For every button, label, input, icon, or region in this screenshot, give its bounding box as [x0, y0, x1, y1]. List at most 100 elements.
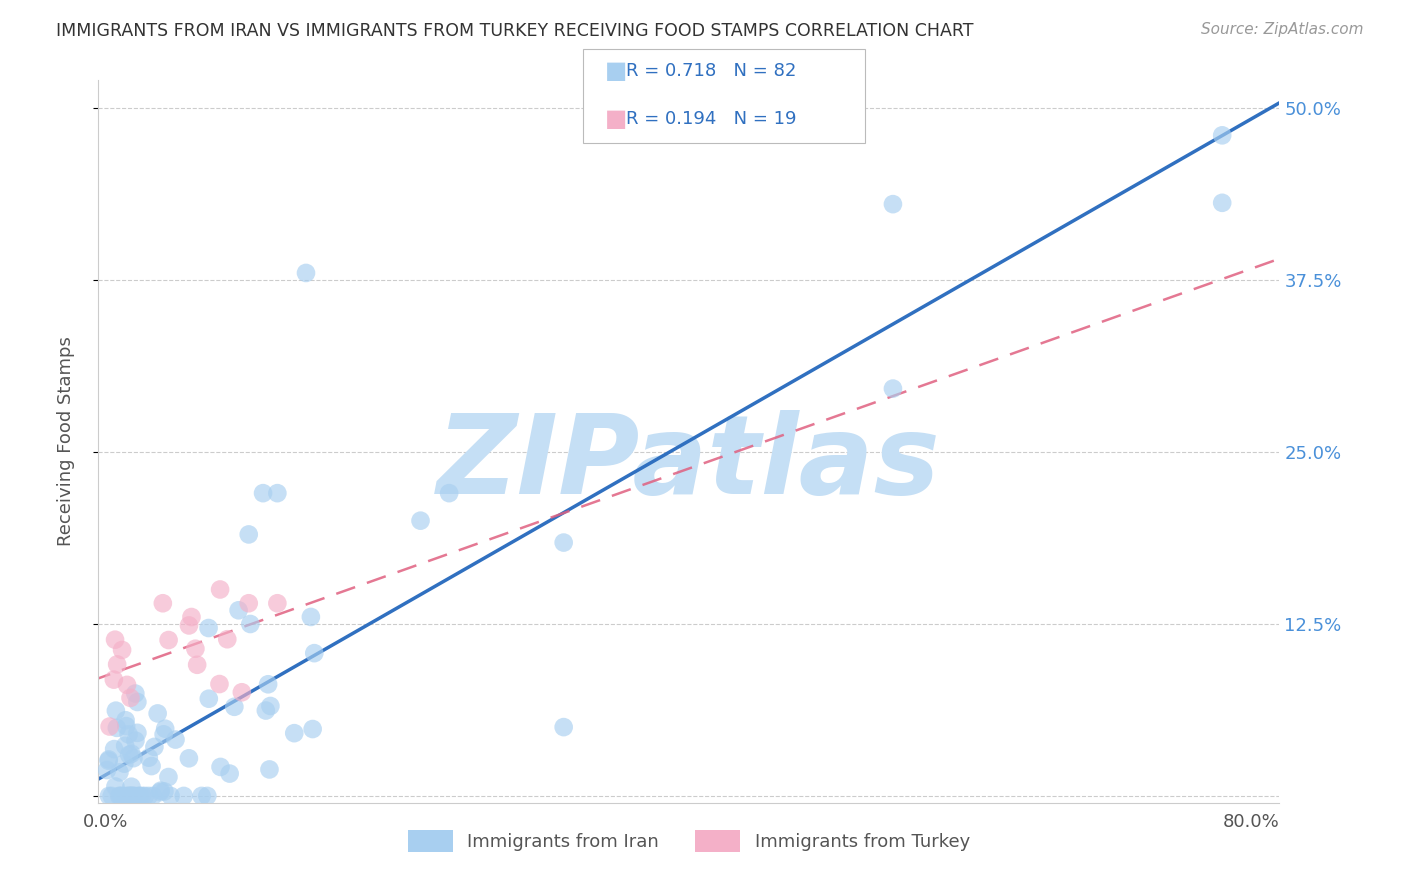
- Point: [254, 704, 277, 718]
- Text: ■: ■: [605, 107, 627, 130]
- Point: [146, 706, 169, 721]
- Point: [157, 770, 180, 784]
- Legend: Immigrants from Iran, Immigrants from Turkey: Immigrants from Iran, Immigrants from Tu…: [401, 822, 977, 859]
- Point: [103, 673, 125, 687]
- Point: [112, 756, 135, 771]
- Text: ■: ■: [605, 60, 627, 83]
- Point: [283, 726, 305, 740]
- Point: [437, 486, 460, 500]
- Point: [409, 514, 432, 528]
- Point: [104, 632, 127, 647]
- Point: [108, 789, 131, 803]
- Point: [104, 704, 127, 718]
- Point: [124, 789, 146, 803]
- Point: [111, 643, 134, 657]
- Point: [141, 759, 163, 773]
- Point: [117, 789, 139, 803]
- Point: [299, 610, 322, 624]
- Point: [120, 690, 142, 705]
- Point: [218, 766, 240, 780]
- Point: [124, 733, 146, 747]
- Point: [165, 732, 187, 747]
- Point: [108, 765, 131, 780]
- Point: [252, 486, 274, 500]
- Point: [128, 789, 150, 803]
- Point: [138, 750, 160, 764]
- Point: [120, 780, 142, 794]
- Point: [149, 783, 172, 797]
- Point: [97, 752, 120, 766]
- Point: [190, 789, 212, 803]
- Text: ZIPatlas: ZIPatlas: [437, 409, 941, 516]
- Point: [209, 582, 232, 597]
- Point: [114, 713, 136, 727]
- Point: [98, 789, 121, 803]
- Point: [257, 677, 280, 691]
- Point: [152, 727, 174, 741]
- Point: [114, 789, 136, 803]
- Point: [122, 751, 145, 765]
- Point: [115, 719, 138, 733]
- Point: [238, 527, 260, 541]
- Point: [103, 742, 125, 756]
- Point: [209, 760, 232, 774]
- Point: [121, 789, 143, 803]
- Point: [231, 685, 253, 699]
- Point: [177, 751, 200, 765]
- Point: [143, 739, 166, 754]
- Point: [153, 784, 176, 798]
- Point: [553, 720, 575, 734]
- Point: [208, 677, 231, 691]
- Point: [304, 646, 326, 660]
- Point: [197, 621, 219, 635]
- Point: [198, 691, 221, 706]
- Point: [127, 726, 149, 740]
- Point: [177, 618, 200, 632]
- Point: [882, 197, 904, 211]
- Point: [131, 789, 153, 803]
- Point: [259, 763, 281, 777]
- Point: [186, 657, 208, 672]
- Point: [1211, 128, 1233, 143]
- Point: [104, 780, 127, 794]
- Point: [124, 687, 146, 701]
- Text: R = 0.194   N = 19: R = 0.194 N = 19: [626, 110, 796, 128]
- Point: [195, 789, 218, 803]
- Point: [224, 699, 246, 714]
- Point: [228, 603, 250, 617]
- Point: [259, 698, 281, 713]
- Point: [266, 596, 288, 610]
- Text: R = 0.718   N = 82: R = 0.718 N = 82: [626, 62, 796, 80]
- Text: IMMIGRANTS FROM IRAN VS IMMIGRANTS FROM TURKEY RECEIVING FOOD STAMPS CORRELATION: IMMIGRANTS FROM IRAN VS IMMIGRANTS FROM …: [56, 22, 974, 40]
- Point: [184, 641, 207, 656]
- Point: [149, 785, 172, 799]
- Point: [100, 789, 122, 803]
- Point: [111, 789, 134, 803]
- Point: [97, 754, 120, 768]
- Point: [105, 657, 128, 672]
- Point: [121, 789, 143, 803]
- Point: [180, 610, 202, 624]
- Point: [127, 695, 149, 709]
- Point: [98, 720, 121, 734]
- Point: [882, 382, 904, 396]
- Point: [157, 633, 180, 648]
- Point: [153, 722, 176, 736]
- Point: [217, 632, 239, 647]
- Text: Source: ZipAtlas.com: Source: ZipAtlas.com: [1201, 22, 1364, 37]
- Point: [121, 747, 143, 761]
- Point: [120, 789, 142, 803]
- Point: [238, 596, 260, 610]
- Point: [152, 596, 174, 610]
- Point: [118, 789, 141, 803]
- Point: [159, 789, 181, 803]
- Point: [1211, 195, 1233, 210]
- Point: [108, 789, 131, 803]
- Point: [295, 266, 318, 280]
- Point: [138, 789, 160, 803]
- Point: [117, 727, 139, 741]
- Y-axis label: Receiving Food Stamps: Receiving Food Stamps: [56, 336, 75, 547]
- Point: [239, 617, 262, 632]
- Point: [118, 747, 141, 762]
- Point: [114, 739, 136, 753]
